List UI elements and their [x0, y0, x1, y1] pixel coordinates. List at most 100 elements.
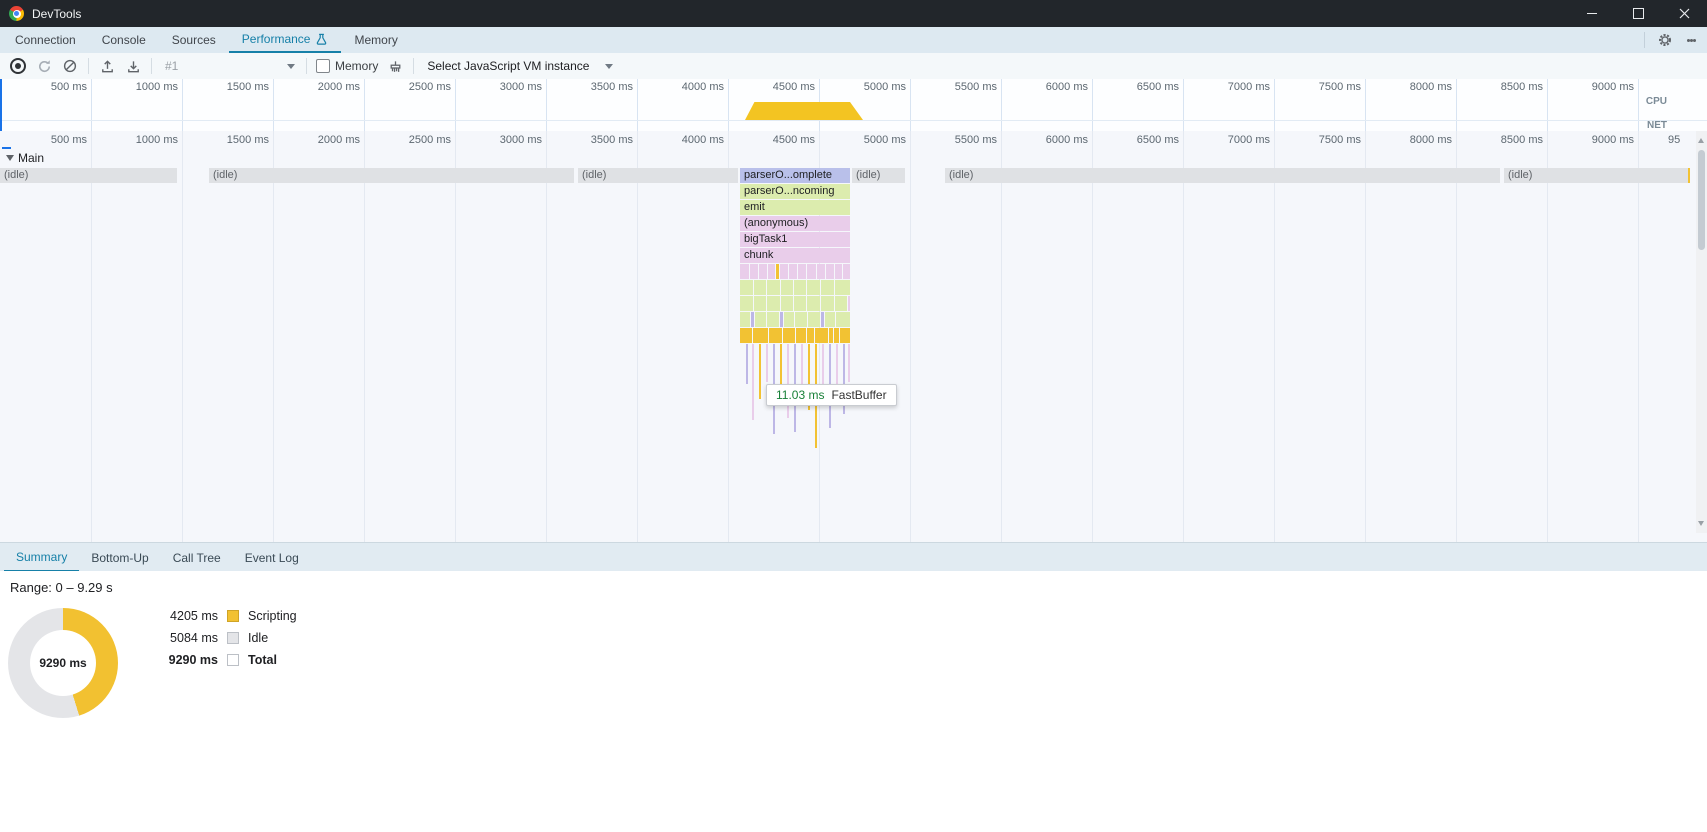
flame-frame[interactable] — [835, 264, 842, 279]
flame-frame[interactable] — [780, 312, 783, 327]
flame-tick[interactable] — [759, 344, 761, 399]
maximize-button[interactable] — [1615, 0, 1661, 27]
flame-frame[interactable] — [781, 296, 793, 311]
reload-and-record-button[interactable] — [34, 56, 54, 76]
main-track-header[interactable]: Main — [6, 151, 44, 165]
flame-frame[interactable] — [740, 264, 749, 279]
flame-frame[interactable] — [759, 264, 767, 279]
flame-frame[interactable] — [767, 312, 779, 327]
flame-frame[interactable] — [807, 280, 820, 295]
flame-frame[interactable] — [781, 280, 793, 295]
flame-frame[interactable] — [829, 328, 833, 343]
flame-frame[interactable] — [750, 264, 758, 279]
flame-frame[interactable]: emit — [740, 200, 850, 215]
flame-frame[interactable]: chunk — [740, 248, 850, 263]
flame-tick[interactable] — [801, 344, 803, 394]
flame-frame[interactable] — [821, 312, 824, 327]
flame-frame[interactable] — [768, 264, 775, 279]
flame-tick[interactable] — [808, 344, 810, 410]
more-options-button[interactable] — [1681, 30, 1701, 50]
flame-frame[interactable]: bigTask1 — [740, 232, 850, 247]
settings-button[interactable] — [1655, 30, 1675, 50]
tab-connection[interactable]: Connection — [2, 27, 89, 53]
close-button[interactable] — [1661, 0, 1707, 27]
flame-tick[interactable] — [787, 344, 789, 418]
scroll-down-icon[interactable] — [1698, 521, 1704, 526]
flame-tick[interactable] — [836, 344, 838, 392]
flame-frame[interactable] — [834, 328, 839, 343]
scrollbar-thumb[interactable] — [1698, 150, 1705, 250]
record-button[interactable] — [8, 56, 28, 76]
tab-bottom-up[interactable]: Bottom-Up — [79, 543, 160, 572]
flame-frame[interactable] — [825, 312, 835, 327]
flame-frame[interactable] — [808, 312, 820, 327]
flame-frame[interactable] — [780, 264, 788, 279]
clear-button[interactable] — [60, 56, 80, 76]
flame-frame[interactable] — [835, 296, 847, 311]
flame-tick[interactable] — [746, 344, 748, 384]
flame-frame[interactable] — [769, 328, 782, 343]
flame-tick[interactable] — [848, 344, 850, 382]
flame-frame[interactable] — [794, 296, 806, 311]
flame-frame[interactable] — [751, 312, 754, 327]
vm-instance-select[interactable]: Select JavaScript VM instance — [427, 59, 614, 73]
flame-frame[interactable] — [840, 328, 850, 343]
tab-summary[interactable]: Summary — [4, 543, 80, 572]
idle-segment[interactable]: (idle) — [0, 168, 177, 183]
flame-frame[interactable] — [807, 296, 820, 311]
flame-frame[interactable] — [784, 312, 794, 327]
idle-segment[interactable]: (idle) — [852, 168, 905, 183]
flame-tick[interactable] — [822, 344, 824, 402]
flame-frame[interactable] — [740, 312, 750, 327]
tab-sources[interactable]: Sources — [159, 27, 229, 53]
minimize-button[interactable] — [1569, 0, 1615, 27]
flame-frame[interactable] — [755, 312, 766, 327]
flame-frame[interactable] — [836, 312, 850, 327]
flame-frame[interactable] — [848, 296, 850, 311]
flame-frame[interactable] — [817, 264, 825, 279]
scroll-up-icon[interactable] — [1698, 138, 1704, 143]
flame-frame[interactable] — [754, 280, 766, 295]
flame-frame[interactable] — [795, 312, 807, 327]
flame-frame[interactable] — [815, 328, 828, 343]
flame-frame[interactable] — [835, 280, 850, 295]
save-profile-button[interactable] — [123, 56, 143, 76]
flame-frame[interactable] — [740, 280, 753, 295]
flame-frame[interactable] — [754, 296, 766, 311]
flame-frame[interactable] — [767, 296, 780, 311]
flame-frame[interactable]: (anonymous) — [740, 216, 850, 231]
flame-frame[interactable] — [794, 280, 806, 295]
flame-tick[interactable] — [752, 344, 754, 420]
tab-memory[interactable]: Memory — [341, 27, 410, 53]
flame-tick[interactable] — [780, 344, 782, 402]
flame-frame[interactable] — [740, 328, 752, 343]
flame-frame[interactable]: parserO...omplete — [740, 168, 850, 183]
timeline-overview[interactable]: 500 ms 1000 ms 1500 ms 2000 ms 2500 ms 3000 m… — [0, 79, 1707, 132]
flame-frame[interactable] — [807, 328, 814, 343]
vertical-scrollbar[interactable] — [1696, 131, 1707, 533]
overview-range-handle[interactable] — [0, 79, 2, 131]
flame-frame[interactable] — [767, 280, 780, 295]
tab-event-log[interactable]: Event Log — [233, 543, 311, 572]
flame-frame[interactable] — [798, 264, 806, 279]
flame-frame[interactable] — [821, 280, 834, 295]
flame-frame[interactable] — [776, 264, 779, 279]
flame-frame[interactable] — [843, 264, 850, 279]
collect-garbage-button[interactable] — [385, 56, 405, 76]
load-profile-button[interactable] — [97, 56, 117, 76]
flame-tick[interactable] — [766, 344, 768, 382]
memory-checkbox[interactable] — [316, 59, 330, 73]
flame-frame[interactable] — [826, 264, 834, 279]
flame-frame[interactable]: parserO...ncoming — [740, 184, 850, 199]
tab-console[interactable]: Console — [89, 27, 159, 53]
idle-segment[interactable]: (idle) — [578, 168, 738, 183]
idle-segment[interactable]: (idle) — [209, 168, 574, 183]
tab-performance[interactable]: Performance — [228, 27, 342, 53]
flame-frame[interactable] — [807, 264, 816, 279]
flame-frame[interactable] — [753, 328, 768, 343]
flame-frame[interactable] — [821, 296, 834, 311]
idle-segment[interactable]: (idle) — [945, 168, 1500, 183]
idle-segment[interactable]: (idle) — [1504, 168, 1688, 183]
flame-frame[interactable] — [789, 264, 797, 279]
tab-call-tree[interactable]: Call Tree — [161, 543, 233, 572]
